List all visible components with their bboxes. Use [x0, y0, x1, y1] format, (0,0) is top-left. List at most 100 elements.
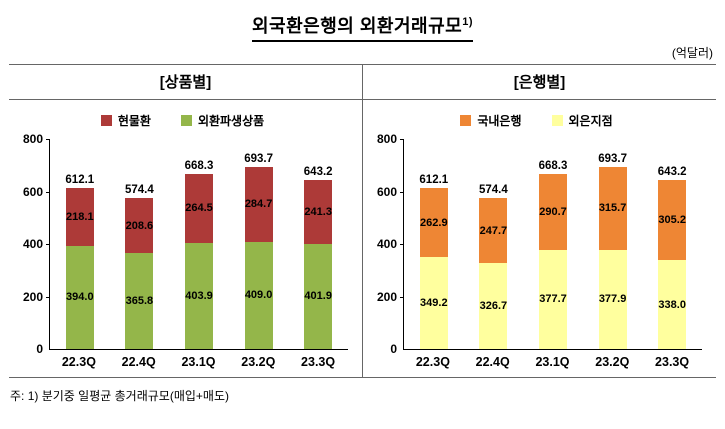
bar-segment-label: 315.7 — [598, 202, 627, 215]
y-tick-mark — [46, 244, 50, 245]
y-tick-label: 600 — [376, 184, 397, 199]
y-axis: 0 200 400 600 800 — [371, 132, 403, 356]
y-tick-label: 0 — [390, 342, 397, 356]
x-axis-category-label: 23.1Q — [535, 355, 570, 369]
y-axis: 0 200 400 600 800 — [17, 132, 49, 356]
bar-segment-label: 377.9 — [598, 293, 627, 306]
x-axis-labels: 22.3Q 22.4Q 23.1Q 23.2Q 23.3Q — [371, 355, 702, 369]
page-title-footnote-marker: 1) — [462, 16, 473, 28]
bar-segment: 262.9 — [419, 188, 448, 258]
bar-segment-label: 409.0 — [244, 289, 273, 302]
x-axis-category-label: 23.2Q — [241, 355, 276, 369]
y-tick-label: 400 — [22, 237, 43, 251]
x-axis-labels: 22.3Q 22.4Q 23.1Q 23.2Q 23.3Q — [17, 355, 348, 369]
y-tick-mark — [400, 296, 404, 298]
bar-segment: 403.9 — [184, 242, 213, 349]
bar-total-label: 693.7 — [244, 152, 273, 165]
footnote: 주: 1) 분기중 일평균 총거래규모(매입+매도) — [10, 389, 229, 403]
bar-group: 693.7 315.7 377.9 — [583, 139, 643, 349]
panel-header-bank: [은행별] — [362, 65, 716, 99]
bar-total-label: 668.3 — [184, 159, 214, 172]
bar-segment: 349.2 — [419, 257, 448, 349]
bar-segment: 218.1 — [65, 188, 94, 246]
bar-segment: 290.7 — [538, 173, 567, 250]
bar-segment-label: 262.9 — [420, 216, 448, 229]
legend-swatch-icon — [460, 115, 472, 126]
bar-segment-label: 326.7 — [479, 300, 508, 313]
bar-group: 612.1 218.1 394.0 — [50, 139, 110, 349]
chart-body: 0 200 400 600 800 612.1 218.1 394.0 574.4 208.6 3… — [17, 132, 348, 356]
charts-row: 현물환 외환파생상품 0 200 400 600 800 612.1 218.1 394.0 5… — [9, 100, 716, 377]
bars-container: 612.1 218.1 394.0 574.4 208.6 365.8 668.3 264.5… — [50, 139, 348, 349]
bar-segment: 264.5 — [184, 173, 213, 243]
bar-segment: 401.9 — [304, 243, 333, 349]
bar-segment-label: 365.8 — [125, 294, 154, 307]
bar-total-label: 668.3 — [538, 159, 568, 172]
x-axis-category-label: 23.2Q — [595, 355, 630, 369]
bar-segment: 247.7 — [479, 198, 508, 264]
bar-segment: 326.7 — [479, 263, 508, 349]
panel-header-row: [상품별] [은행별] — [9, 65, 716, 100]
y-tick-label: 400 — [376, 237, 397, 251]
legend-label: 외환파생상품 — [197, 114, 265, 128]
page-title-text: 외국환은행의 외환거래규모 — [251, 16, 463, 36]
bar-group: 693.7 284.7 409.0 — [229, 139, 289, 349]
legend-label: 현물환 — [117, 114, 151, 128]
x-axis-category-label: 23.3Q — [301, 355, 336, 369]
legend-label: 국내은행 — [477, 114, 522, 128]
bar-segment: 377.9 — [598, 249, 627, 349]
plot-area: 612.1 262.9 349.2 574.4 247.7 326.7 668.3 290.7… — [400, 139, 702, 350]
legend-item: 외은지점 — [551, 112, 613, 129]
bar-segment-label: 349.2 — [420, 297, 448, 310]
chart-legend: 국내은행 외은지점 — [371, 112, 702, 129]
x-axis-category-label: 23.3Q — [655, 355, 690, 369]
bar-chart-bank: 국내은행 외은지점 0 200 400 600 800 612.1 262.9 349.2 57… — [362, 100, 716, 377]
y-tick-label: 0 — [36, 342, 43, 356]
page-title: 외국환은행의 외환거래규모1) — [251, 12, 473, 42]
x-axis-category-label: 23.1Q — [181, 355, 216, 369]
panel-header-product: [상품별] — [159, 74, 212, 91]
legend-item: 외환파생상품 — [180, 112, 265, 129]
chart-body: 0 200 400 600 800 612.1 262.9 349.2 574.4 247.7 3… — [371, 132, 702, 356]
y-tick-mark — [46, 191, 50, 193]
bar-total-label: 612.1 — [419, 174, 449, 187]
x-axis-category-label: 22.4Q — [121, 355, 156, 369]
y-tick-mark — [46, 139, 50, 140]
plot-area: 612.1 218.1 394.0 574.4 208.6 365.8 668.3 264.5… — [46, 139, 348, 350]
legend-label: 외은지점 — [568, 114, 613, 128]
bar-segment: 377.7 — [538, 249, 567, 349]
bar-segment-label: 284.7 — [244, 198, 273, 211]
bar-segment-label: 403.9 — [185, 289, 213, 302]
chart-legend: 현물환 외환파생상품 — [17, 112, 348, 129]
legend-swatch-icon — [100, 115, 112, 126]
x-axis-category-label: 22.4Q — [475, 355, 510, 369]
bar-group: 668.3 290.7 377.7 — [523, 139, 583, 349]
bar-total-label: 574.4 — [479, 184, 508, 197]
bar-group: 643.2 241.3 401.9 — [288, 139, 348, 349]
legend-item: 국내은행 — [460, 112, 522, 129]
y-tick-mark — [400, 139, 404, 140]
bar-segment: 208.6 — [125, 198, 154, 253]
bar-segment-label: 208.6 — [125, 219, 154, 232]
bar-segment-label: 264.5 — [185, 202, 213, 215]
y-tick-label: 200 — [22, 289, 43, 304]
bar-segment-label: 394.0 — [66, 291, 94, 304]
bar-total-label: 643.2 — [303, 166, 333, 179]
bar-total-label: 643.2 — [657, 166, 687, 179]
bar-group: 574.4 208.6 365.8 — [110, 139, 170, 349]
bars-container: 612.1 262.9 349.2 574.4 247.7 326.7 668.3 290.7… — [404, 139, 702, 349]
bar-total-label: 693.7 — [598, 152, 627, 165]
legend-swatch-icon — [551, 115, 563, 126]
bar-segment: 305.2 — [658, 180, 687, 261]
bar-segment: 284.7 — [244, 166, 273, 242]
legend-item: 현물환 — [100, 112, 151, 129]
y-tick-label: 800 — [22, 132, 43, 146]
bar-total-label: 574.4 — [125, 184, 154, 197]
y-tick-label: 600 — [22, 184, 43, 199]
chart-table: [상품별] [은행별] 현물환 외환파생상품 0 200 400 600 800 612.… — [9, 64, 716, 378]
y-tick-label: 200 — [376, 289, 397, 304]
bar-segment: 315.7 — [598, 166, 627, 250]
bar-segment: 338.0 — [658, 260, 687, 349]
title-row: 외국환은행의 외환거래규모1) — [0, 0, 725, 42]
